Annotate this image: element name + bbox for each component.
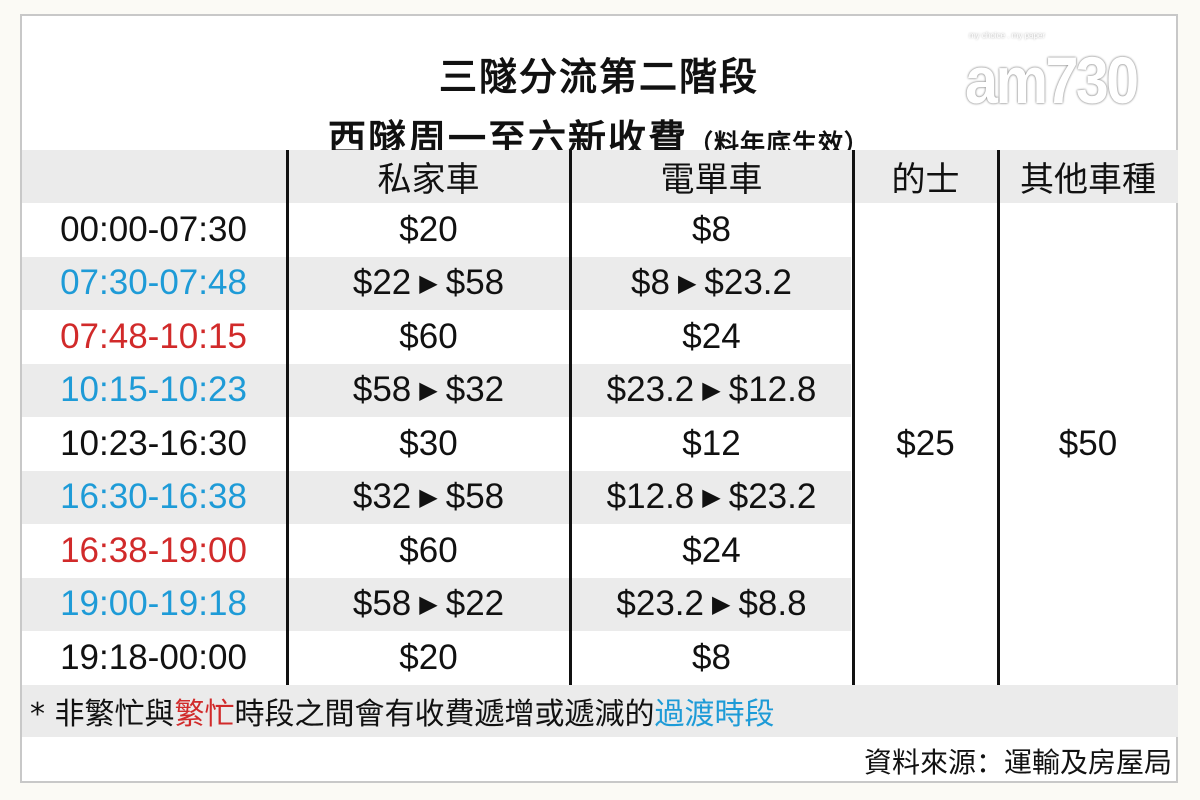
time-range: 07:48-10:15 — [20, 310, 287, 364]
row-band — [22, 256, 851, 310]
toll-to: $32 — [445, 370, 505, 410]
toll-to: $58 — [445, 477, 505, 517]
toll-to: $23.2 — [704, 263, 792, 303]
time-range-text: 16:30-16:38 — [60, 477, 247, 517]
time-range-text: 07:30-07:48 — [60, 263, 247, 303]
toll-to: $58 — [445, 263, 505, 303]
time-range: 00:00-07:30 — [20, 203, 287, 257]
toll-from: $8 — [631, 263, 670, 303]
column-divider — [852, 150, 855, 685]
motorcycle-toll: $8 ▶ $23.2 — [570, 257, 853, 311]
toll-value: $20 — [399, 637, 458, 677]
motorcycle-toll: $24 — [570, 524, 853, 578]
motorcycle-toll: $24 — [570, 310, 853, 364]
motorcycle-toll: $8 — [570, 631, 853, 685]
toll-value: $24 — [682, 530, 741, 570]
header-other-vehicles: 其他車種 — [1020, 160, 1156, 200]
other-vehicles-toll: $50 — [1058, 423, 1118, 463]
taxi-toll: $25 — [896, 423, 955, 463]
header-private-car: 私家車 — [377, 160, 480, 200]
private-car-toll: $60 — [287, 524, 570, 578]
toll-to: $12.8 — [728, 370, 817, 410]
motorcycle-toll: $23.2 ▶ $12.8 — [570, 364, 853, 418]
toll-from: $23.2 — [606, 370, 695, 410]
logo-tagline: my choice . my paper — [969, 31, 1046, 40]
private-car-toll: $60 — [287, 310, 570, 364]
column-divider — [569, 150, 572, 685]
toll-to: $22 — [445, 584, 505, 624]
time-range-text: 07:48-10:15 — [60, 316, 247, 356]
private-car-toll: $20 — [287, 631, 570, 685]
arrow-icon: ▶ — [677, 269, 697, 297]
toll-to: $23.2 — [728, 477, 817, 517]
logo-mark: am730 — [965, 43, 1139, 117]
toll-value: $60 — [399, 530, 458, 570]
arrow-icon: ▶ — [702, 376, 721, 404]
private-car-toll: $20 — [287, 203, 570, 257]
private-car-toll: $32 ▶ $58 — [287, 471, 570, 525]
arrow-icon: ▶ — [702, 483, 721, 511]
footnote: * 非繁忙與 繁忙 時段之間會有收費遞增或遞減的 過渡時段 — [22, 685, 1178, 737]
toll-value: $8 — [692, 209, 731, 249]
time-range-text: 10:23-16:30 — [60, 423, 247, 463]
arrow-icon: ▶ — [419, 269, 438, 297]
private-car-toll: $22 ▶ $58 — [287, 257, 570, 311]
toll-value: $8 — [692, 637, 731, 677]
footnote-text: * 非繁忙與 — [30, 697, 175, 732]
footnote-text-2: 時段之間會有收費遞增或遞減的 — [234, 697, 655, 732]
time-range: 19:00-19:18 — [20, 578, 287, 632]
source-credit: 資料來源：運輸及房屋局 — [863, 746, 1172, 779]
time-range-text: 19:00-19:18 — [60, 584, 247, 624]
time-range-text: 00:00-07:30 — [60, 209, 247, 249]
row-band — [22, 577, 851, 631]
title-line-1: 三隧分流第二階段 — [438, 55, 759, 99]
time-range: 10:23-16:30 — [20, 417, 287, 471]
motorcycle-toll: $8 — [570, 203, 853, 257]
header-motorcycle: 電單車 — [660, 160, 763, 200]
header-time — [20, 150, 287, 203]
time-range: 16:30-16:38 — [20, 471, 287, 525]
footnote-peak: 繁忙 — [174, 697, 235, 732]
arrow-icon: ▶ — [712, 590, 731, 618]
private-car-toll: $58 ▶ $32 — [287, 364, 570, 418]
toll-from: $58 — [352, 584, 412, 624]
time-range-text: 19:18-00:00 — [60, 637, 247, 677]
motorcycle-toll: $12 — [570, 417, 853, 471]
header-taxi: 的士 — [891, 160, 960, 200]
time-range-text: 16:38-19:00 — [60, 530, 247, 570]
arrow-icon: ▶ — [419, 376, 438, 404]
column-divider — [286, 150, 289, 685]
row-band — [22, 470, 851, 524]
toll-value: $24 — [682, 316, 741, 356]
column-divider — [997, 150, 1000, 685]
am730-logo: my choice . my paper am730 — [965, 30, 1165, 116]
toll-to: $8.8 — [738, 584, 807, 624]
arrow-icon: ▶ — [419, 590, 438, 618]
time-range: 10:15-10:23 — [20, 364, 287, 418]
toll-from: $58 — [352, 370, 412, 410]
toll-value: $12 — [682, 423, 741, 463]
time-range: 07:30-07:48 — [20, 257, 287, 311]
time-range: 16:38-19:00 — [20, 524, 287, 578]
toll-from: $32 — [352, 477, 412, 517]
time-range: 19:18-00:00 — [20, 631, 287, 685]
toll-from: $12.8 — [606, 477, 695, 517]
private-car-toll: $58 ▶ $22 — [287, 578, 570, 632]
motorcycle-toll: $12.8 ▶ $23.2 — [570, 471, 853, 525]
toll-value: $20 — [399, 209, 458, 249]
toll-value: $60 — [399, 316, 458, 356]
footnote-transition: 過渡時段 — [654, 697, 775, 732]
row-band — [22, 363, 851, 417]
toll-from: $22 — [352, 263, 412, 303]
time-range-text: 10:15-10:23 — [60, 370, 247, 410]
private-car-toll: $30 — [287, 417, 570, 471]
table-header-band — [22, 150, 1178, 203]
toll-from: $23.2 — [616, 584, 704, 624]
motorcycle-toll: $23.2 ▶ $8.8 — [570, 578, 853, 632]
toll-value: $30 — [399, 423, 458, 463]
arrow-icon: ▶ — [419, 483, 438, 511]
